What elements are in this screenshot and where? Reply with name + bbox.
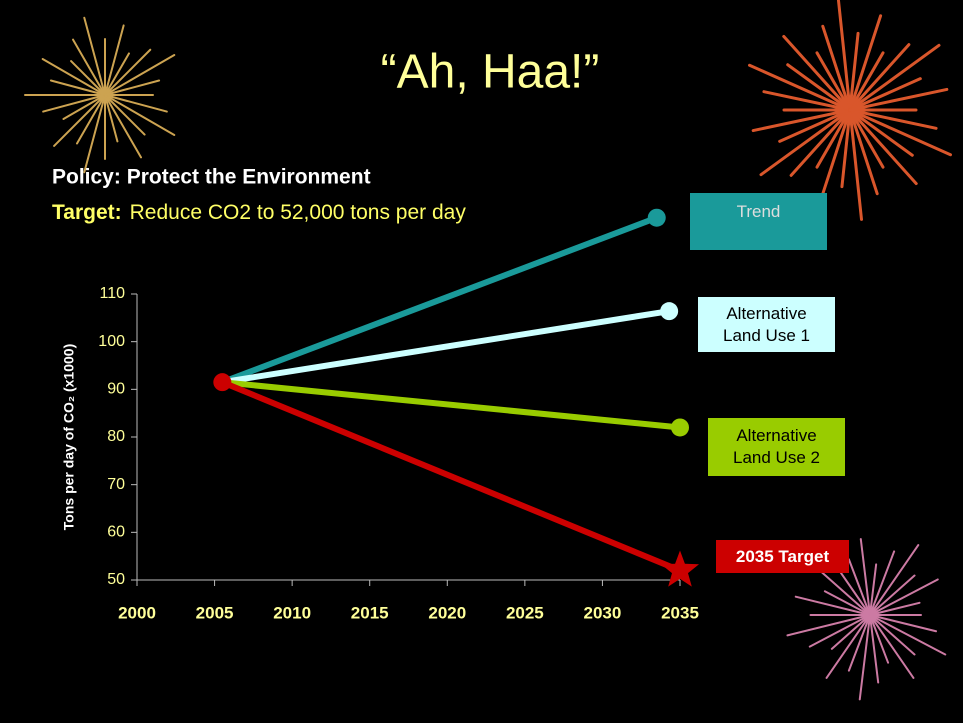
legend-item: Alternative Land Use 1 — [698, 297, 835, 352]
slide: “Ah, Haa!” Policy: Protect the Environme… — [0, 0, 963, 723]
start-marker — [213, 373, 231, 391]
y-tick-label: 70 — [107, 476, 125, 493]
chart-title: “Ah, Haa!” — [381, 46, 600, 99]
legend-item: Trend — [690, 193, 827, 250]
y-tick-label: 90 — [107, 381, 125, 398]
legend-item: 2035 Target — [716, 540, 849, 573]
series-line — [222, 382, 680, 427]
target-label: Target: — [52, 201, 122, 224]
end-marker — [648, 209, 666, 227]
x-tick-label: 2025 — [506, 603, 544, 622]
x-tick-label: 2000 — [118, 603, 156, 622]
y-axis-label: Tons per day of CO₂ (x1000) — [61, 344, 77, 530]
x-tick-label: 2020 — [428, 603, 466, 622]
y-tick-label: 110 — [99, 285, 125, 302]
end-marker — [671, 418, 689, 436]
y-tick-label: 100 — [98, 333, 125, 350]
subtitle: Policy: Protect the Environment — [52, 166, 371, 189]
series-line — [222, 218, 656, 382]
x-tick-label: 2005 — [196, 603, 234, 622]
series-line — [222, 382, 680, 570]
y-tick-label: 80 — [107, 428, 125, 445]
x-tick-label: 2030 — [584, 603, 622, 622]
end-marker — [660, 302, 678, 320]
x-tick-label: 2015 — [351, 603, 389, 622]
target-text: Reduce CO2 to 52,000 tons per day — [130, 201, 467, 224]
y-tick-label: 50 — [107, 571, 125, 588]
series-line — [222, 311, 669, 382]
chart: “Ah, Haa!” Policy: Protect the Environme… — [0, 0, 963, 723]
x-tick-label: 2035 — [661, 603, 699, 622]
target-line: Target: Reduce CO2 to 52,000 tons per day — [52, 201, 466, 224]
y-tick-label: 60 — [107, 524, 125, 541]
x-tick-label: 2010 — [273, 603, 311, 622]
legend-item: Alternative Land Use 2 — [708, 418, 845, 476]
